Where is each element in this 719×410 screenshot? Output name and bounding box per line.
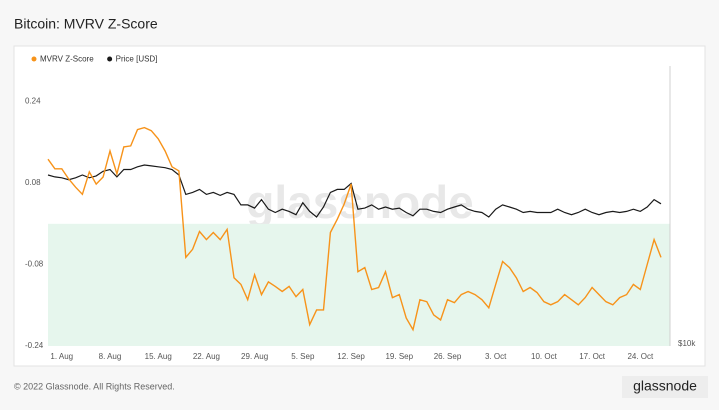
y-tick-label: 0.08 — [25, 178, 41, 187]
y-tick-label: -0.24 — [25, 341, 44, 350]
series-line — [47, 164, 662, 218]
x-tick-label: 24. Oct — [627, 352, 654, 361]
series-line — [47, 126, 662, 332]
x-tick-label: 12. Sep — [337, 352, 365, 361]
y-tick-label: 0.24 — [25, 97, 41, 106]
legend-label: Price [USD] — [116, 55, 158, 64]
x-tick-label: 3. Oct — [485, 352, 507, 361]
x-tick-label: 5. Sep — [291, 352, 315, 361]
x-tick-label: 15. Aug — [145, 352, 172, 361]
legend-marker — [107, 56, 113, 62]
logo-box — [622, 376, 708, 398]
x-tick-label: 19. Sep — [385, 352, 413, 361]
x-tick-label: 8. Aug — [99, 352, 122, 361]
logo: glassnode — [633, 378, 697, 394]
negative-zone — [48, 223, 670, 346]
watermark: glassnode — [246, 176, 474, 228]
chart-title: Bitcoin: MVRV Z-Score — [14, 16, 158, 32]
x-tick-label: 22. Aug — [193, 352, 220, 361]
x-tick-label: 10. Oct — [531, 352, 558, 361]
legend-marker — [31, 56, 37, 62]
legend-label: MVRV Z-Score — [40, 55, 94, 64]
x-tick-label: 1. Aug — [50, 352, 73, 361]
y-tick-label: -0.08 — [25, 260, 44, 269]
x-tick-label: 29. Aug — [241, 352, 268, 361]
x-tick-label: 26. Sep — [434, 352, 462, 361]
x-tick-label: 17. Oct — [579, 352, 606, 361]
footer: © 2022 Glassnode. All Rights Reserved. — [14, 381, 175, 391]
y2-tick-label: $10k — [678, 339, 696, 348]
